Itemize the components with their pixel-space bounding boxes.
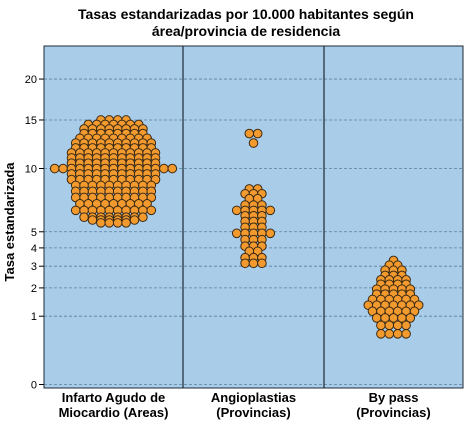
data-point xyxy=(231,228,242,239)
data-point xyxy=(129,215,140,225)
data-point xyxy=(138,212,148,222)
data-point xyxy=(392,329,403,339)
y-tick-label: 10 xyxy=(25,164,37,176)
data-point xyxy=(392,320,403,331)
data-point xyxy=(401,329,411,339)
data-point xyxy=(87,215,98,225)
data-point xyxy=(104,218,115,228)
data-point xyxy=(265,205,276,216)
data-point xyxy=(121,218,131,228)
y-tick-label: 2 xyxy=(31,283,37,295)
data-point xyxy=(265,228,276,239)
data-point xyxy=(159,163,169,174)
data-point xyxy=(248,138,259,148)
y-tick-label: 20 xyxy=(25,74,37,86)
y-tick-label: 15 xyxy=(25,115,37,127)
chart-title-line-2: área/provincia de residencia xyxy=(152,23,341,39)
y-tick-label: 1 xyxy=(31,311,37,323)
data-point xyxy=(384,329,395,339)
data-point xyxy=(252,128,263,139)
data-point xyxy=(96,218,106,228)
x-category-label: (Provincias) xyxy=(356,405,430,420)
data-point xyxy=(248,258,259,269)
x-category-label: (Provincias) xyxy=(216,405,290,420)
chart-title-line-1: Tasas estandarizadas por 10.000 habitant… xyxy=(78,6,414,22)
data-point xyxy=(240,258,250,269)
data-point xyxy=(257,258,267,269)
y-tick-label: 4 xyxy=(31,243,37,255)
data-point xyxy=(244,128,255,139)
data-point xyxy=(112,218,123,228)
y-tick-label: 3 xyxy=(31,261,37,273)
data-point xyxy=(79,212,89,222)
x-category-label: By pass xyxy=(369,390,419,405)
data-point xyxy=(405,313,416,323)
y-axis-label: Tasa estandarizada xyxy=(2,162,17,282)
data-point xyxy=(376,320,386,331)
data-point xyxy=(409,306,420,317)
data-point xyxy=(384,320,395,331)
data-point xyxy=(167,163,178,174)
data-point xyxy=(49,163,60,174)
x-category-label: Angioplastias xyxy=(211,390,296,405)
y-tick-label: 5 xyxy=(31,227,37,239)
data-point xyxy=(70,205,81,216)
data-point xyxy=(231,205,242,216)
data-point xyxy=(146,205,157,216)
data-point xyxy=(376,329,386,339)
y-tick-label: 0 xyxy=(31,380,37,392)
x-category-label: Infarto Agudo de xyxy=(62,390,166,405)
data-point xyxy=(401,320,411,331)
x-category-label: Miocardio (Areas) xyxy=(59,405,169,420)
data-point xyxy=(58,163,68,174)
